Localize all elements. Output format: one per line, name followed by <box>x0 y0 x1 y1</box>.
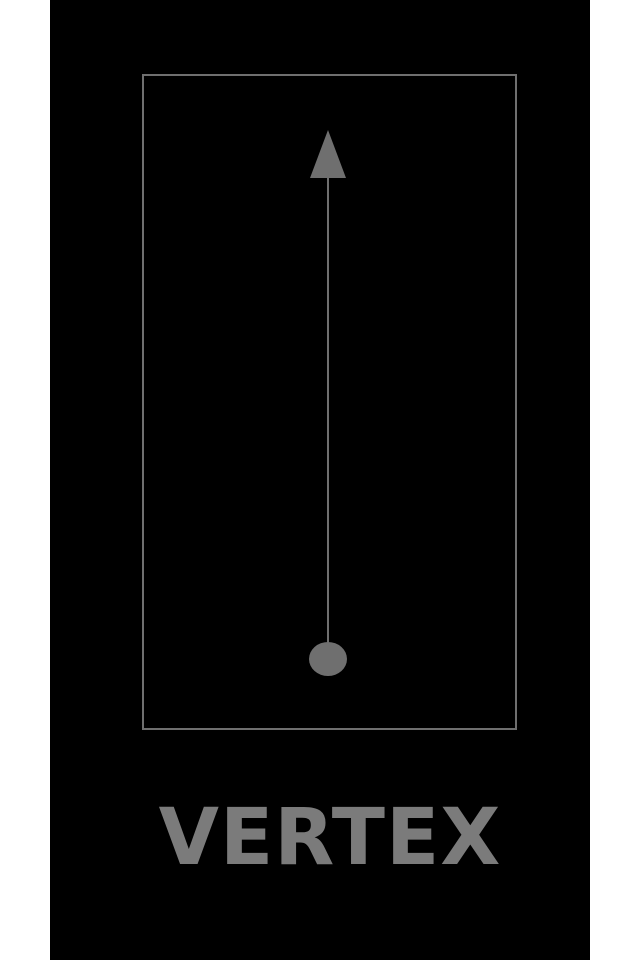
icon-frame <box>142 74 517 730</box>
vertex-label: VERTEX <box>158 793 502 883</box>
